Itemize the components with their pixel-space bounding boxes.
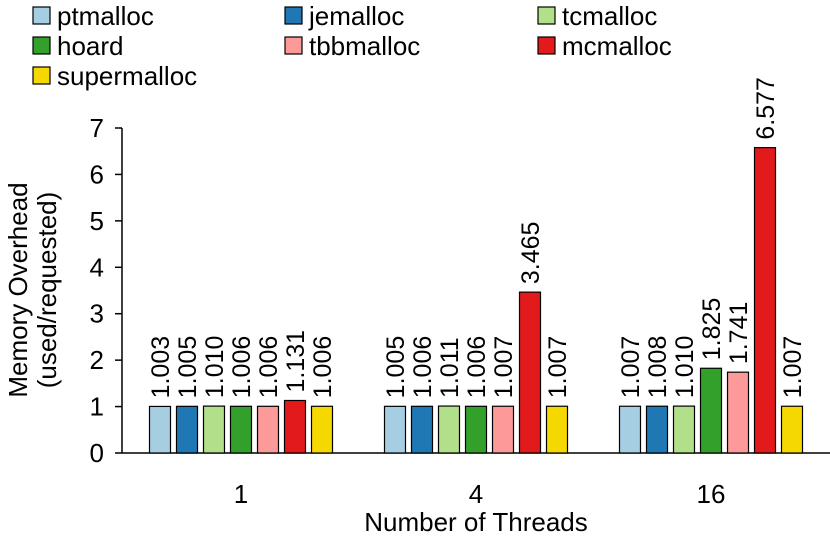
legend-item-jemalloc: jemalloc xyxy=(284,1,404,31)
legend-label: jemalloc xyxy=(308,1,404,31)
value-label-tbbmalloc-16: 1.741 xyxy=(725,302,753,365)
x-tick-label: 4 xyxy=(469,479,483,509)
bar-supermalloc-1 xyxy=(310,405,334,454)
value-label-hoard-1: 1.006 xyxy=(228,336,256,399)
value-label-hoard-4: 1.006 xyxy=(463,336,491,399)
legend-swatch xyxy=(32,6,51,25)
y-axis-title-line-2: (used/requested) xyxy=(32,192,62,389)
bars xyxy=(148,147,804,454)
legend-item-supermalloc: supermalloc xyxy=(32,61,197,91)
value-label-supermalloc-1: 1.006 xyxy=(309,336,337,399)
bar-tbbmalloc-1 xyxy=(256,405,280,454)
value-label-jemalloc-16: 1.008 xyxy=(644,336,672,399)
legend-item-ptmalloc: ptmalloc xyxy=(32,1,154,31)
legend-swatch xyxy=(32,36,51,55)
legend-item-hoard: hoard xyxy=(32,31,124,61)
y-tick-label: 6 xyxy=(90,159,104,189)
legend-swatch xyxy=(537,6,556,25)
legend: ptmalloc jemalloc tcmalloc hoard tbbmalloc mc… xyxy=(32,1,672,91)
value-labels: 1.003 1.005 1.010 1.006 1.006 1.131 1.006 1.005… xyxy=(147,77,807,398)
legend-item-mcmalloc: mcmalloc xyxy=(537,31,672,61)
bar-tcmalloc-1 xyxy=(202,405,226,454)
y-tick-label: 3 xyxy=(90,299,104,329)
value-label-mcmalloc-4: 3.465 xyxy=(517,222,545,285)
bar-tbbmalloc-4 xyxy=(491,405,515,454)
value-label-jemalloc-1: 1.005 xyxy=(174,336,202,399)
y-axis-title-line-1: Memory Overhead xyxy=(3,182,33,397)
legend-item-tbbmalloc: tbbmalloc xyxy=(284,31,420,61)
bar-hoard-4 xyxy=(464,405,488,454)
bar-jemalloc-4 xyxy=(410,405,434,454)
bar-mcmalloc-1 xyxy=(283,399,307,454)
legend-label: supermalloc xyxy=(57,61,197,91)
x-tick-label: 1 xyxy=(234,479,248,509)
bar-tcmalloc-16 xyxy=(672,405,696,454)
value-label-ptmalloc-16: 1.007 xyxy=(617,336,645,399)
value-label-ptmalloc-1: 1.003 xyxy=(147,336,175,399)
bar-ptmalloc-16 xyxy=(618,405,642,454)
value-label-tcmalloc-1: 1.010 xyxy=(201,336,229,399)
value-label-supermalloc-4: 1.007 xyxy=(544,336,572,399)
legend-swatch xyxy=(284,6,303,25)
y-tick-label: 5 xyxy=(90,206,104,236)
value-label-supermalloc-16: 1.007 xyxy=(779,336,807,399)
bar-mcmalloc-4 xyxy=(518,291,542,454)
value-label-tbbmalloc-1: 1.006 xyxy=(255,336,283,399)
bar-ptmalloc-4 xyxy=(383,405,407,454)
bar-hoard-1 xyxy=(229,405,253,454)
legend-item-tcmalloc: tcmalloc xyxy=(537,1,657,31)
legend-swatch xyxy=(284,36,303,55)
y-axis: 0 1 2 3 4 5 6 7 xyxy=(90,113,123,468)
legend-label: hoard xyxy=(57,31,124,61)
legend-label: ptmalloc xyxy=(57,1,154,31)
bar-mcmalloc-16 xyxy=(753,147,777,454)
legend-label: tbbmalloc xyxy=(309,31,420,61)
bar-ptmalloc-1 xyxy=(148,405,172,454)
x-axis: 1 4 16 xyxy=(122,452,830,509)
bar-jemalloc-1 xyxy=(175,405,199,454)
y-tick-label: 0 xyxy=(90,438,104,468)
legend-swatch xyxy=(32,66,51,85)
value-label-tbbmalloc-4: 1.007 xyxy=(490,336,518,399)
y-tick-label: 2 xyxy=(90,345,104,375)
value-label-hoard-16: 1.825 xyxy=(698,298,726,361)
value-label-tcmalloc-4: 1.011 xyxy=(436,337,464,398)
bar-hoard-16 xyxy=(699,367,723,454)
y-tick-label: 7 xyxy=(90,113,104,143)
bar-supermalloc-4 xyxy=(545,405,569,454)
value-label-mcmalloc-16: 6.577 xyxy=(752,77,780,140)
value-label-mcmalloc-1: 1.131 xyxy=(282,330,310,393)
y-tick-label: 4 xyxy=(90,252,104,282)
bar-tbbmalloc-16 xyxy=(726,371,750,454)
legend-label: mcmalloc xyxy=(562,31,672,61)
value-label-tcmalloc-16: 1.010 xyxy=(671,336,699,399)
bar-jemalloc-16 xyxy=(645,405,669,454)
bar-supermalloc-16 xyxy=(780,405,804,454)
value-label-ptmalloc-4: 1.005 xyxy=(382,336,410,399)
legend-swatch xyxy=(537,36,556,55)
x-tick-label: 16 xyxy=(697,479,726,509)
bar-tcmalloc-4 xyxy=(437,405,461,454)
y-tick-label: 1 xyxy=(90,392,104,422)
x-axis-title: Number of Threads xyxy=(364,507,588,536)
legend-label: tcmalloc xyxy=(562,1,657,31)
value-label-jemalloc-4: 1.006 xyxy=(409,336,437,399)
